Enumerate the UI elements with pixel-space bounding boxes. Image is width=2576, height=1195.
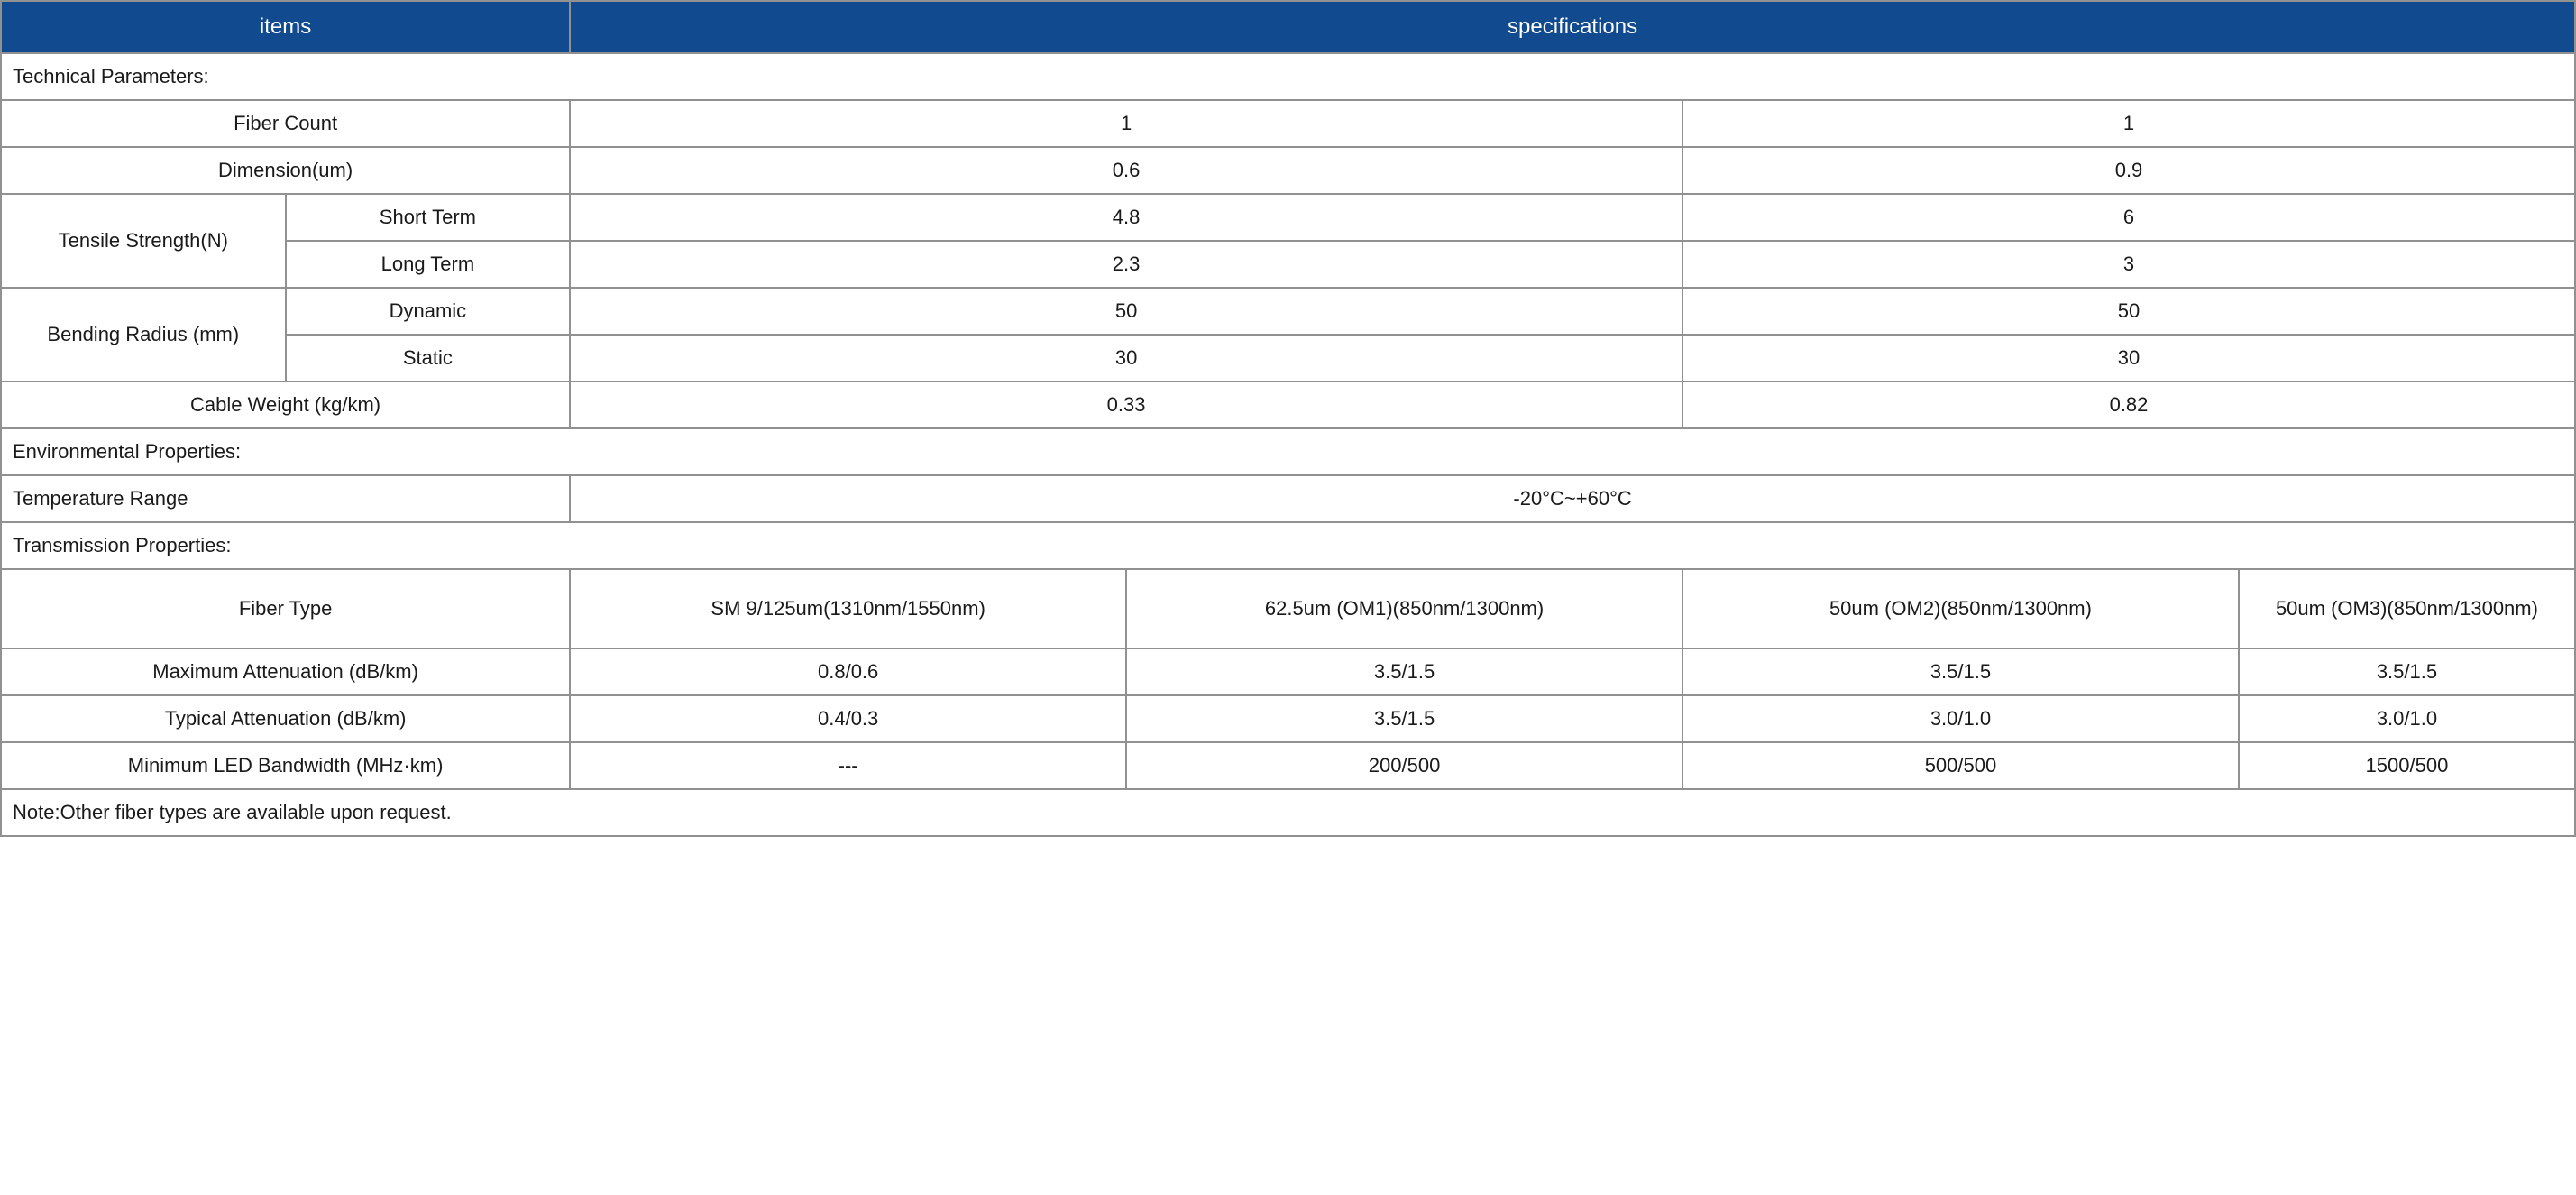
dimension-val2: 0.9 bbox=[1682, 147, 2575, 194]
cable-weight-val2: 0.82 bbox=[1682, 381, 2575, 428]
row-max-attenuation: Maximum Attenuation (dB/km) 0.8/0.6 3.5/… bbox=[1, 648, 2575, 695]
max-attenuation-col2: 3.5/1.5 bbox=[1126, 648, 1682, 695]
row-bending-dynamic: Bending Radius (mm) Dynamic 50 50 bbox=[1, 288, 2575, 335]
bending-radius-label: Bending Radius (mm) bbox=[1, 288, 286, 381]
dimension-val1: 0.6 bbox=[570, 147, 1682, 194]
transmission-properties-label: Transmission Properties: bbox=[1, 522, 2575, 569]
tensile-long-val1: 2.3 bbox=[570, 241, 1682, 288]
max-attenuation-col3: 3.5/1.5 bbox=[1682, 648, 2239, 695]
typical-attenuation-col3: 3.0/1.0 bbox=[1682, 695, 2239, 742]
cable-weight-val1: 0.33 bbox=[570, 381, 1682, 428]
section-environmental-properties: Environmental Properties: bbox=[1, 428, 2575, 475]
tensile-short-label: Short Term bbox=[286, 194, 571, 241]
cable-weight-label: Cable Weight (kg/km) bbox=[1, 381, 570, 428]
row-min-led-bandwidth: Minimum LED Bandwidth (MHz·km) --- 200/5… bbox=[1, 742, 2575, 789]
row-tensile-long: Long Term 2.3 3 bbox=[1, 241, 2575, 288]
bending-static-label: Static bbox=[286, 335, 571, 381]
fiber-count-val2: 1 bbox=[1682, 100, 2575, 147]
fiber-count-val1: 1 bbox=[570, 100, 1682, 147]
max-attenuation-col1: 0.8/0.6 bbox=[570, 648, 1126, 695]
max-attenuation-label: Maximum Attenuation (dB/km) bbox=[1, 648, 570, 695]
tensile-long-val2: 3 bbox=[1682, 241, 2575, 288]
dimension-label: Dimension(um) bbox=[1, 147, 570, 194]
row-typical-attenuation: Typical Attenuation (dB/km) 0.4/0.3 3.5/… bbox=[1, 695, 2575, 742]
typical-attenuation-col1: 0.4/0.3 bbox=[570, 695, 1126, 742]
header-items: items bbox=[1, 1, 570, 53]
temperature-range-value: -20°C~+60°C bbox=[570, 475, 2575, 522]
fiber-count-label: Fiber Count bbox=[1, 100, 570, 147]
fiber-type-col3: 50um (OM2)(850nm/1300nm) bbox=[1682, 569, 2239, 648]
tensile-short-val1: 4.8 bbox=[570, 194, 1682, 241]
bending-dynamic-label: Dynamic bbox=[286, 288, 571, 335]
min-led-bandwidth-col3: 500/500 bbox=[1682, 742, 2239, 789]
row-note: Note:Other fiber types are available upo… bbox=[1, 789, 2575, 836]
bending-dynamic-val2: 50 bbox=[1682, 288, 2575, 335]
bending-static-val2: 30 bbox=[1682, 335, 2575, 381]
min-led-bandwidth-col1: --- bbox=[570, 742, 1126, 789]
bending-static-val1: 30 bbox=[570, 335, 1682, 381]
section-technical-parameters: Technical Parameters: bbox=[1, 53, 2575, 100]
temperature-range-label: Temperature Range bbox=[1, 475, 570, 522]
technical-parameters-label: Technical Parameters: bbox=[1, 53, 2575, 100]
environmental-properties-label: Environmental Properties: bbox=[1, 428, 2575, 475]
row-tensile-short: Tensile Strength(N) Short Term 4.8 6 bbox=[1, 194, 2575, 241]
fiber-type-col2: 62.5um (OM1)(850nm/1300nm) bbox=[1126, 569, 1682, 648]
section-transmission-properties: Transmission Properties: bbox=[1, 522, 2575, 569]
header-specifications: specifications bbox=[570, 1, 2575, 53]
min-led-bandwidth-col4: 1500/500 bbox=[2239, 742, 2575, 789]
tensile-long-label: Long Term bbox=[286, 241, 571, 288]
row-fiber-type: Fiber Type SM 9/125um(1310nm/1550nm) 62.… bbox=[1, 569, 2575, 648]
row-cable-weight: Cable Weight (kg/km) 0.33 0.82 bbox=[1, 381, 2575, 428]
row-temperature-range: Temperature Range -20°C~+60°C bbox=[1, 475, 2575, 522]
bending-dynamic-val1: 50 bbox=[570, 288, 1682, 335]
typical-attenuation-col4: 3.0/1.0 bbox=[2239, 695, 2575, 742]
fiber-type-col1: SM 9/125um(1310nm/1550nm) bbox=[570, 569, 1126, 648]
tensile-strength-label: Tensile Strength(N) bbox=[1, 194, 286, 288]
min-led-bandwidth-label: Minimum LED Bandwidth (MHz·km) bbox=[1, 742, 570, 789]
row-dimension: Dimension(um) 0.6 0.9 bbox=[1, 147, 2575, 194]
note-text: Note:Other fiber types are available upo… bbox=[1, 789, 2575, 836]
max-attenuation-col4: 3.5/1.5 bbox=[2239, 648, 2575, 695]
typical-attenuation-label: Typical Attenuation (dB/km) bbox=[1, 695, 570, 742]
fiber-type-label: Fiber Type bbox=[1, 569, 570, 648]
row-fiber-count: Fiber Count 1 1 bbox=[1, 100, 2575, 147]
tensile-short-val2: 6 bbox=[1682, 194, 2575, 241]
row-bending-static: Static 30 30 bbox=[1, 335, 2575, 381]
table-header-row: items specifications bbox=[1, 1, 2575, 53]
fiber-type-col4: 50um (OM3)(850nm/1300nm) bbox=[2239, 569, 2575, 648]
min-led-bandwidth-col2: 200/500 bbox=[1126, 742, 1682, 789]
typical-attenuation-col2: 3.5/1.5 bbox=[1126, 695, 1682, 742]
specifications-table: items specifications Technical Parameter… bbox=[0, 0, 2576, 837]
